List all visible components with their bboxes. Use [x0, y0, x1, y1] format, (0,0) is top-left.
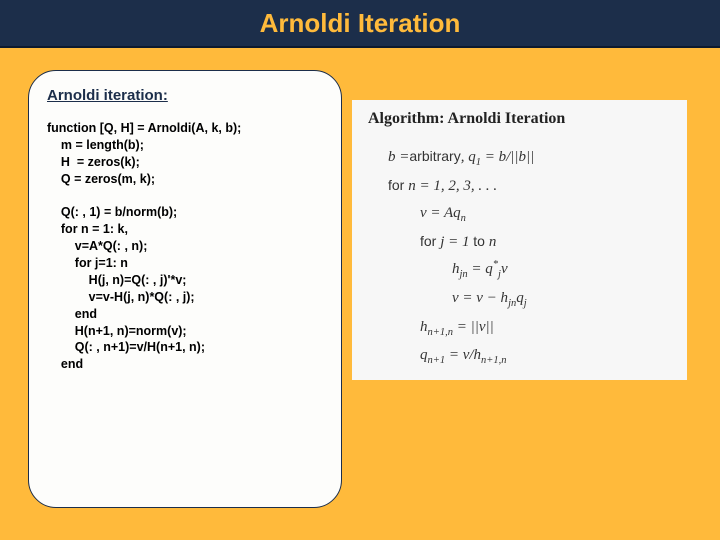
algo-l1-arb: arbitrary	[409, 148, 460, 164]
algo-line-7: hn+1,n = ||v||	[368, 314, 671, 343]
algo-l1-q: , q	[461, 149, 476, 165]
algo-title: Algorithm: Arnoldi Iteration	[368, 110, 671, 128]
algo-l5-sub: jn	[460, 269, 468, 280]
code-box: Arnoldi iteration: function [Q, H] = Arn…	[28, 70, 342, 508]
algo-line-5: hjn = q*jv	[368, 256, 671, 285]
algo-l3-pre: v = Aq	[420, 205, 461, 221]
algo-l5-eq: = q	[468, 261, 493, 277]
algo-l2-rest: n = 1, 2, 3, . . .	[408, 178, 497, 194]
algo-l7-h: h	[420, 319, 428, 335]
page-title: Arnoldi Iteration	[260, 8, 461, 39]
algo-l8-sub2: n+1,n	[481, 355, 506, 366]
algo-l8-eq: = v/h	[445, 347, 481, 363]
algo-l6-sub1: jn	[508, 298, 516, 309]
algo-l5-h: h	[452, 261, 460, 277]
content-area: Arnoldi iteration: function [Q, H] = Arn…	[0, 48, 720, 540]
algo-l2-for: for	[388, 177, 408, 193]
algo-l8-sub1: n+1	[428, 355, 446, 366]
algo-l5-v: v	[501, 261, 508, 277]
algo-line-8: qn+1 = v/hn+1,n	[368, 342, 671, 371]
algo-l8-q: q	[420, 347, 428, 363]
algo-l4-to: to	[473, 233, 489, 249]
algo-l3-sub: n	[461, 213, 466, 224]
algo-l6-pre: v = v − h	[452, 290, 508, 306]
algo-line-2: for n = 1, 2, 3, . . .	[368, 173, 671, 200]
code-block: function [Q, H] = Arnoldi(A, k, b); m = …	[47, 120, 323, 373]
algo-l1-post: = b/||b||	[481, 149, 534, 165]
algo-line-6: v = v − hjnqj	[368, 285, 671, 314]
algo-l6-sub2: j	[524, 298, 527, 309]
algo-l7-post: = ||v||	[453, 319, 494, 335]
algo-line-3: v = Aqn	[368, 200, 671, 229]
title-bar: Arnoldi Iteration	[0, 0, 720, 48]
algorithm-box: Algorithm: Arnoldi Iteration b =arbitrar…	[352, 100, 687, 380]
algo-l7-sub: n+1,n	[428, 327, 453, 338]
algo-line-1: b =arbitrary, q1 = b/||b||	[368, 144, 671, 173]
algo-l4-for: for	[420, 233, 440, 249]
algo-l4-pre: j = 1	[440, 234, 473, 250]
algo-line-4: for j = 1 to n	[368, 229, 671, 256]
algo-l1-pre: b =	[388, 149, 409, 165]
code-heading: Arnoldi iteration:	[47, 87, 323, 104]
algo-l6-q: q	[516, 290, 524, 306]
algo-l4-post: n	[489, 234, 497, 250]
